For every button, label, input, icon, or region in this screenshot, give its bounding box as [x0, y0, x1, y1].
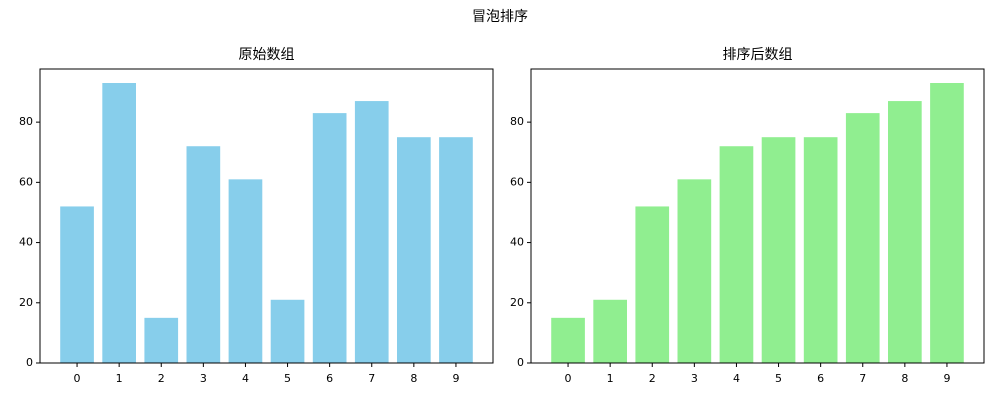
bar [228, 179, 263, 363]
x-tick-label: 0 [74, 372, 81, 385]
bar [60, 206, 94, 363]
bar [551, 317, 585, 363]
bar [635, 206, 670, 363]
bar [677, 179, 712, 363]
figure-title: 冒泡排序 [472, 9, 528, 25]
x-tick-label: 9 [452, 372, 459, 385]
y-tick-label: 80 [510, 115, 524, 128]
bar [312, 113, 347, 363]
bar [761, 137, 796, 363]
y-tick-label: 0 [26, 356, 33, 369]
subplot: 排序后数组 0 20 40 60 80 0 1 2 3 4 5 6 7 8 9 [510, 47, 985, 385]
y-tick-label: 40 [19, 236, 33, 249]
x-tick-label: 3 [691, 372, 698, 385]
x-tick-label: 2 [649, 372, 656, 385]
subplot-title: 排序后数组 [723, 47, 793, 63]
x-tick-label: 4 [242, 372, 249, 385]
subplot-title: 原始数组 [239, 47, 295, 63]
x-tick-label: 8 [410, 372, 417, 385]
bar [270, 299, 305, 363]
bar [803, 137, 838, 363]
y-tick-label: 20 [19, 296, 33, 309]
x-tick-label: 3 [200, 372, 207, 385]
x-tick-label: 5 [284, 372, 291, 385]
bar [144, 317, 179, 363]
bar [593, 299, 627, 363]
x-tick-label: 0 [565, 372, 572, 385]
bar [845, 113, 880, 363]
x-tick-label: 4 [733, 372, 740, 385]
y-tick-label: 40 [510, 236, 524, 249]
x-tick-label: 5 [775, 372, 782, 385]
bar [354, 101, 389, 363]
plot-frame [530, 68, 985, 364]
bar [102, 83, 136, 363]
x-tick-label: 6 [817, 372, 824, 385]
bar [439, 137, 473, 363]
y-tick-label: 60 [19, 175, 33, 188]
bar [186, 146, 221, 363]
bar [719, 146, 754, 363]
x-tick-label: 6 [326, 372, 333, 385]
plot-frame [39, 68, 494, 364]
y-tick-label: 60 [510, 175, 524, 188]
bar [397, 137, 431, 363]
x-tick-label: 7 [368, 372, 375, 385]
x-tick-label: 1 [116, 372, 123, 385]
x-tick-label: 8 [901, 372, 908, 385]
x-tick-label: 1 [607, 372, 614, 385]
x-tick-label: 2 [158, 372, 165, 385]
y-tick-label: 80 [19, 115, 33, 128]
bar [930, 83, 964, 363]
y-tick-label: 0 [517, 356, 524, 369]
subplot: 原始数组 0 20 40 60 80 0 1 2 3 4 5 6 7 8 9 [19, 47, 494, 385]
x-tick-label: 9 [943, 372, 950, 385]
x-tick-label: 7 [859, 372, 866, 385]
y-tick-label: 20 [510, 296, 524, 309]
bar [888, 101, 922, 363]
